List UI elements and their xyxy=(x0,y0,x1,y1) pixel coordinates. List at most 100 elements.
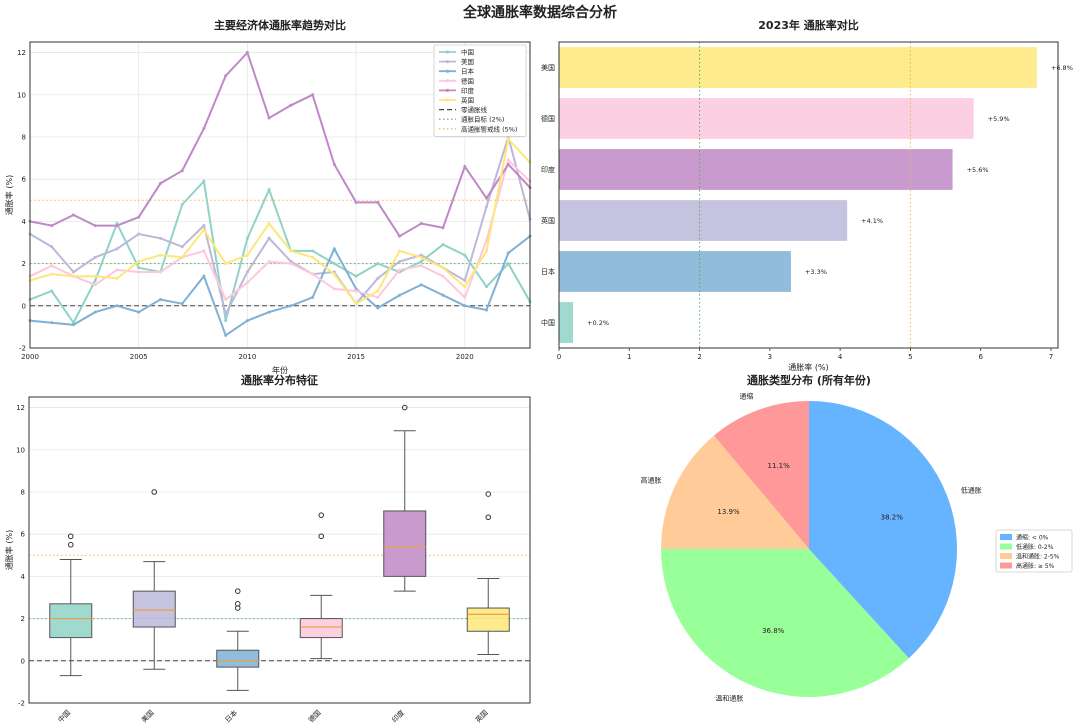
y-tick-label: 2 xyxy=(22,260,26,268)
y-axis-label: 通胀率 (%) xyxy=(4,530,14,570)
data-point xyxy=(115,268,119,272)
bar-value-label: +5.6% xyxy=(967,166,989,174)
data-point xyxy=(441,274,445,278)
line-chart-title: 主要经济体通胀率趋势对比 xyxy=(214,18,346,32)
box-plot: 通胀率分布特征 -2 0 2 4 6 8 10 12 中国 美国 日本 德国 印度 英国 通胀率 (%) xyxy=(4,373,531,724)
data-point xyxy=(137,266,141,270)
data-point xyxy=(93,224,97,228)
category-label: 日本 xyxy=(541,267,555,276)
data-point xyxy=(441,293,445,297)
pie-chart-title: 通胀类型分布 (所有年份) xyxy=(747,373,871,387)
data-point xyxy=(311,255,315,259)
data-point xyxy=(115,304,119,308)
data-point xyxy=(267,188,271,192)
pie-slice xyxy=(661,435,809,549)
data-point xyxy=(311,295,315,299)
x-tick-label: 2005 xyxy=(130,353,148,361)
plot-frame xyxy=(28,396,531,704)
data-point xyxy=(137,215,141,219)
data-point xyxy=(224,74,228,78)
box xyxy=(49,603,93,639)
legend-label: 美国 xyxy=(461,57,474,66)
category-label: 印度 xyxy=(390,708,406,724)
data-point xyxy=(485,205,489,209)
x-axis-label: 通胀率 (%) xyxy=(788,362,828,372)
legend-label: 英国 xyxy=(461,96,474,105)
data-point xyxy=(224,333,228,337)
data-point xyxy=(485,285,489,289)
data-point xyxy=(202,224,206,228)
y-tick-label: 8 xyxy=(22,133,26,141)
data-point xyxy=(354,302,358,306)
bar xyxy=(559,149,953,190)
legend-label: 高通胀警戒线 (5%) xyxy=(461,124,517,133)
data-point xyxy=(332,262,336,266)
legend-label: 零通胀线 xyxy=(461,105,488,114)
outlier xyxy=(401,404,408,411)
data-point xyxy=(137,232,141,236)
data-point xyxy=(71,274,75,278)
legend-marker xyxy=(445,60,450,64)
outlier xyxy=(67,541,74,548)
x-tick-label: 5 xyxy=(908,353,912,361)
x-tick-label: 2 xyxy=(697,353,701,361)
series-line xyxy=(29,158,531,302)
slice-percent-label: 36.8% xyxy=(762,627,785,635)
data-point xyxy=(506,162,510,166)
data-point xyxy=(398,249,402,253)
bar-value-label: +5.9% xyxy=(988,115,1010,123)
data-point xyxy=(376,289,380,293)
data-point xyxy=(311,249,315,253)
box xyxy=(299,618,343,639)
y-tick-label: 4 xyxy=(22,218,27,226)
data-point xyxy=(398,293,402,297)
data-point xyxy=(245,281,249,285)
line-chart: 主要经济体通胀率趋势对比 2000 2005 2010 2015 2020 -2 0 2 4 6 8 1… xyxy=(4,18,532,375)
data-point xyxy=(332,247,336,251)
data-point xyxy=(463,285,467,289)
slice-label: 通缩 xyxy=(739,391,753,400)
category-label: 德国 xyxy=(306,708,322,724)
y-tick-label: 0 xyxy=(21,657,25,665)
data-point xyxy=(202,249,206,253)
data-point xyxy=(50,224,54,228)
data-point xyxy=(289,249,293,253)
data-point xyxy=(506,262,510,266)
data-point xyxy=(463,278,467,282)
outlier xyxy=(318,512,325,518)
data-point xyxy=(50,264,54,268)
legend-label: 德国 xyxy=(461,76,474,85)
legend-label: 高通胀: ≥ 5% xyxy=(1016,562,1055,570)
data-point xyxy=(93,274,97,278)
data-point xyxy=(485,196,489,200)
figure-title: 全球通胀率数据综合分析 xyxy=(462,4,617,21)
x-tick-label: 7 xyxy=(1049,353,1053,361)
data-point xyxy=(289,259,293,263)
data-point xyxy=(71,323,75,327)
x-tick-label: 0 xyxy=(557,353,561,361)
data-point xyxy=(354,287,358,291)
data-point xyxy=(137,259,141,263)
data-point xyxy=(376,306,380,310)
slice-label: 高通胀 xyxy=(640,476,661,485)
plot-frame xyxy=(558,41,1059,349)
series-line xyxy=(29,50,531,238)
data-point xyxy=(71,213,75,217)
y-tick-label: 4 xyxy=(21,573,26,581)
data-point xyxy=(158,181,162,185)
data-point xyxy=(419,255,423,259)
bar xyxy=(559,98,974,139)
pie-slice xyxy=(661,549,909,698)
data-point xyxy=(137,310,141,314)
data-point xyxy=(202,274,206,278)
data-point xyxy=(311,93,315,97)
data-point xyxy=(115,276,119,280)
data-point xyxy=(158,297,162,301)
legend-marker xyxy=(445,79,450,83)
data-point xyxy=(224,297,228,301)
x-tick-label: 2015 xyxy=(347,353,365,361)
data-point xyxy=(224,312,228,316)
data-point xyxy=(289,304,293,308)
